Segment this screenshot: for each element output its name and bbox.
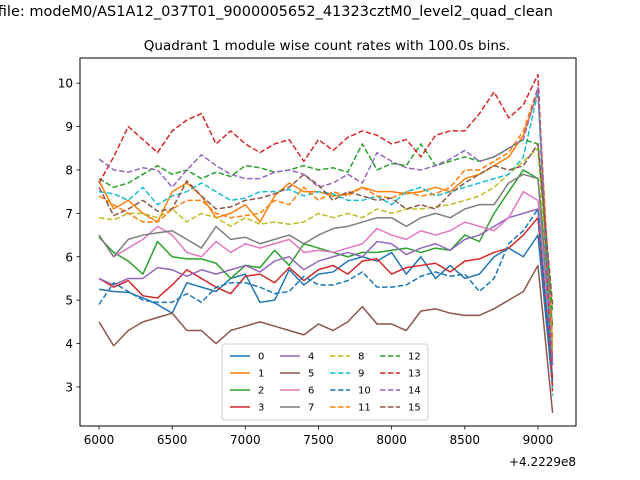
x-tick-label: 6000 (84, 433, 115, 447)
legend-label-10: 10 (358, 386, 371, 397)
series-line-11 (98, 86, 554, 340)
series-line-6 (98, 190, 554, 361)
y-tick-label: 9 (65, 120, 73, 134)
series-line-8 (98, 147, 554, 353)
series-line-3 (98, 216, 554, 379)
series-line-10 (98, 208, 554, 383)
series-line-7 (98, 173, 554, 357)
x-tick-label: 7500 (303, 433, 334, 447)
legend-label-2: 2 (258, 386, 264, 397)
x-tick-label: 8500 (450, 433, 481, 447)
legend-box (221, 343, 429, 421)
y-tick-label: 8 (65, 163, 73, 177)
legend-label-11: 11 (358, 403, 371, 414)
legend-label-15: 15 (408, 403, 421, 414)
y-tick-label: 3 (65, 380, 73, 394)
y-tick-label: 6 (65, 250, 73, 264)
figure-suptitle: n file: modeM0/AS1A12_037T01_9000005652_… (0, 4, 553, 20)
series-line-14 (98, 86, 554, 366)
legend-label-0: 0 (258, 352, 264, 363)
legend-label-6: 6 (308, 386, 314, 397)
chart-title: Quadrant 1 module wise count rates with … (144, 38, 510, 54)
legend-label-9: 9 (358, 369, 364, 380)
legend-label-1: 1 (258, 369, 264, 380)
series-line-5 (98, 264, 554, 414)
series-line-4 (98, 208, 554, 366)
legend-label-5: 5 (308, 369, 314, 380)
plot-area (98, 73, 554, 414)
y-tick-label: 10 (58, 77, 73, 91)
legend-label-8: 8 (358, 352, 364, 363)
x-tick-label: 9000 (523, 433, 554, 447)
series-line-0 (98, 234, 554, 388)
legend-label-13: 13 (408, 369, 421, 380)
y-tick-label: 4 (65, 337, 73, 351)
legend-label-7: 7 (308, 403, 314, 414)
legend-label-12: 12 (408, 352, 421, 363)
x-tick-label: 6500 (157, 433, 188, 447)
y-tick-label: 5 (65, 294, 73, 308)
axes-frame (79, 57, 577, 427)
series-line-12 (98, 138, 554, 314)
legend-label-4: 4 (308, 352, 314, 363)
x-tick-label: 7000 (230, 433, 261, 447)
legend-label-3: 3 (258, 403, 264, 414)
legend-label-14: 14 (408, 386, 421, 397)
series-line-2 (98, 169, 554, 327)
series-line-15 (98, 143, 554, 305)
y-tick-label: 7 (65, 207, 73, 221)
x-tick-label: 8000 (376, 433, 407, 447)
x-axis-offset-label: +4.2229e8 (509, 455, 576, 469)
